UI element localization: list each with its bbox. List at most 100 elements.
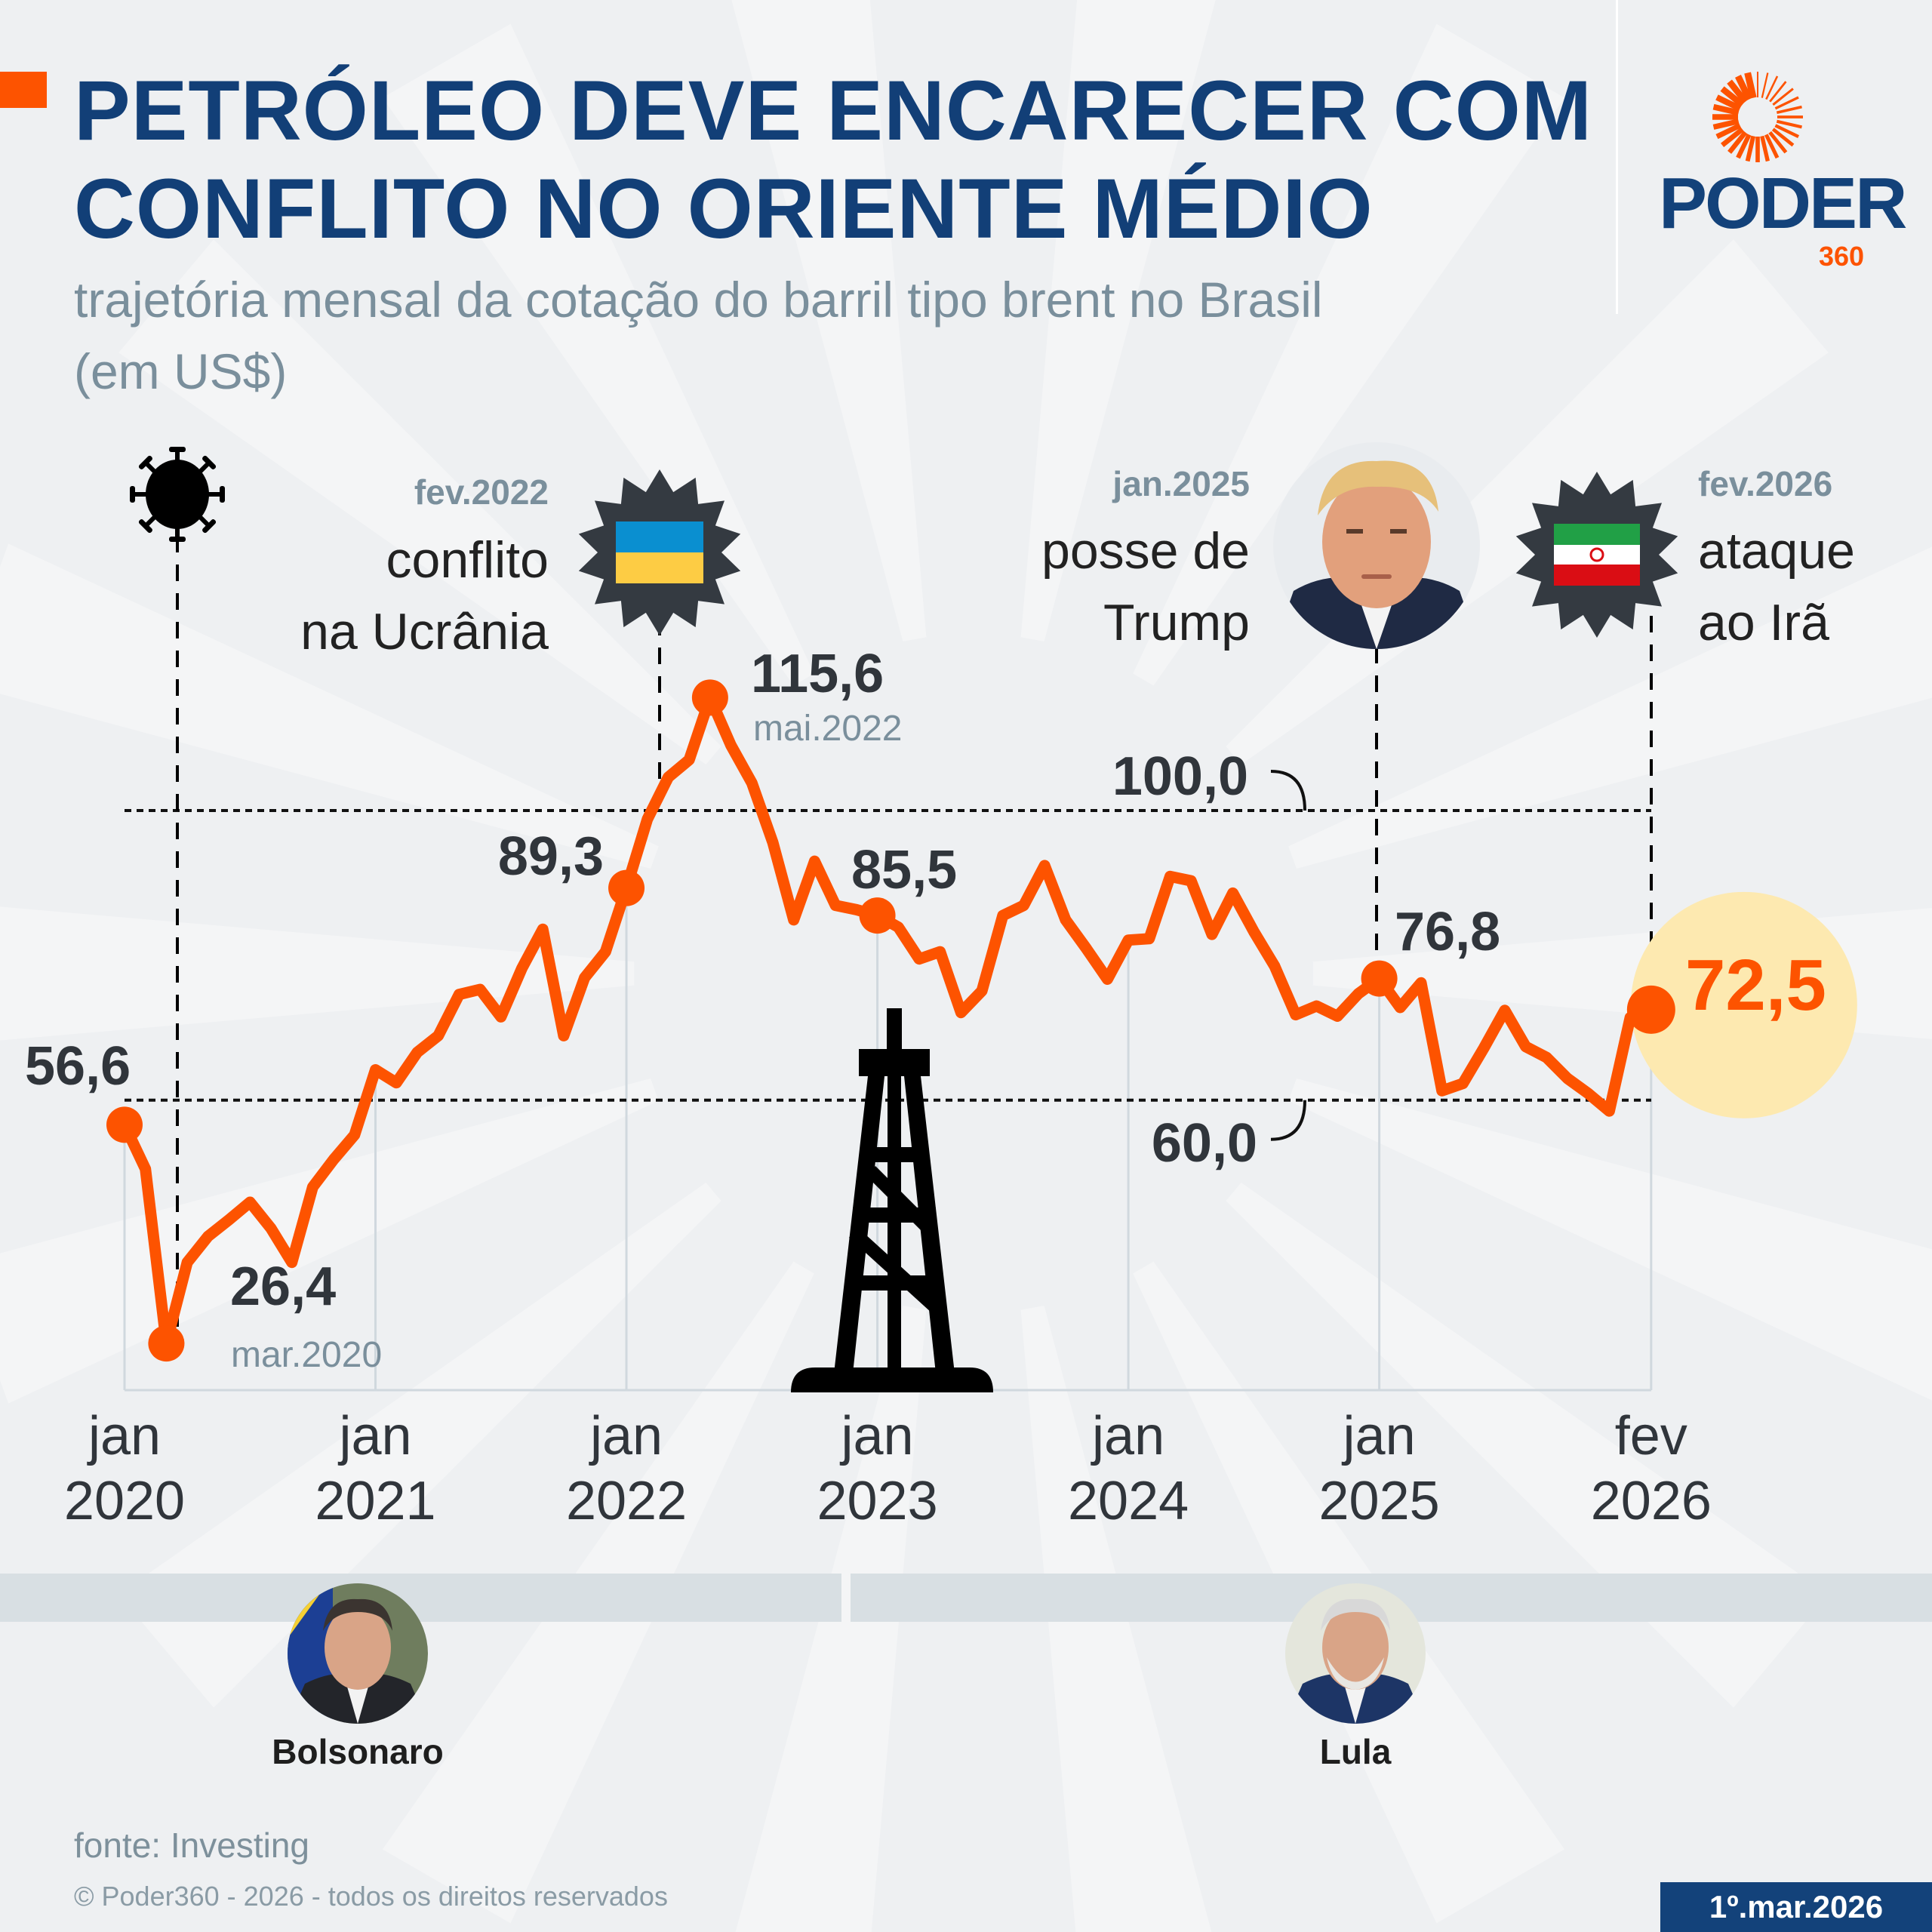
x-tick-label: jan 2021 — [278, 1404, 474, 1534]
sun-ray — [1771, 128, 1795, 147]
background-ray — [118, 239, 721, 764]
iran-event-text: ataque ao Irã — [1698, 515, 1855, 659]
lula-portrait-icon — [1285, 1583, 1426, 1724]
sun-ray — [1715, 123, 1742, 140]
reference-bracket — [1270, 1100, 1306, 1141]
derrick-mast — [887, 1008, 902, 1061]
tick-month: fev — [1614, 1406, 1687, 1466]
virus-spike — [169, 447, 186, 464]
iran-event-date: fev.2026 — [1698, 464, 1833, 503]
current-value-highlight — [1630, 891, 1857, 1118]
tick-month: jan — [1343, 1406, 1416, 1466]
sun-ray — [1776, 119, 1802, 129]
sun-ray — [1735, 75, 1752, 101]
data-point-2023-01 — [859, 897, 896, 934]
label-min-date: mar.2020 — [231, 1335, 383, 1375]
tick-month: jan — [339, 1406, 412, 1466]
data-point-2025-01 — [1361, 960, 1398, 997]
virus-spike — [197, 455, 217, 475]
background-ray — [1288, 1078, 1932, 1401]
label-jan2023: 85,5 — [851, 840, 958, 900]
background-ray — [731, 0, 927, 641]
spike-head — [169, 537, 186, 542]
spike-stem — [175, 449, 180, 464]
label-min: 26,4 — [230, 1257, 337, 1317]
ukraine-event-text: conflito na Ucrânia — [171, 525, 549, 668]
label-max: 115,6 — [751, 644, 884, 704]
copyright-note: © Poder360 - 2026 - todos os direitos re… — [74, 1881, 668, 1912]
sun-ray — [1721, 127, 1744, 148]
virus-spike — [197, 514, 217, 534]
iran-emblem-icon — [1589, 547, 1604, 562]
spike-head — [202, 455, 217, 469]
trump-event-text: posse de Trump — [872, 515, 1250, 659]
tick-year: 2023 — [817, 1471, 938, 1531]
label-jan2020: 56,6 — [25, 1036, 131, 1097]
spike-head — [138, 519, 152, 534]
label-jan2025: 76,8 — [1395, 902, 1501, 962]
tick-month: jan — [1092, 1406, 1165, 1466]
spike-head — [130, 486, 135, 503]
ref-label-100: 100,0 — [1112, 746, 1248, 807]
header-divider — [1616, 0, 1618, 314]
iran-event-line-2: ao Irã — [1698, 594, 1829, 651]
subtitle-line-1: trajetória mensal da cotação do barril t… — [74, 272, 1323, 328]
x-tick-label: fev 2026 — [1553, 1404, 1749, 1534]
spike-head — [169, 447, 186, 452]
flag-stripe-green — [1554, 524, 1640, 545]
tick-month: jan — [841, 1406, 914, 1466]
ukraine-event-line-2: na Ucrânia — [300, 603, 549, 660]
sun-ray — [1727, 131, 1748, 154]
background-ray — [1020, 0, 1216, 641]
tick-year: 2024 — [1067, 1471, 1189, 1531]
virus-spike — [169, 525, 186, 542]
sun-ray — [1774, 96, 1799, 110]
sun-ray — [1768, 131, 1788, 154]
label-jan2022: 89,3 — [497, 826, 604, 887]
iran-flag-badge-icon — [1515, 472, 1678, 638]
x-tick-label: jan 2020 — [26, 1404, 223, 1534]
tick-month: jan — [589, 1406, 663, 1466]
virus-icon — [130, 447, 225, 542]
flag-stripe-yellow — [616, 552, 703, 583]
sun-ray — [1769, 81, 1787, 103]
accent-mark — [0, 72, 47, 108]
derrick-center — [888, 1076, 901, 1374]
trump-portrait-icon — [1273, 442, 1480, 649]
sun-ray — [1774, 124, 1799, 138]
flag-stripe-blue — [616, 521, 703, 552]
sun-ray — [1760, 135, 1770, 162]
background-ray — [1133, 23, 1565, 686]
derrick-crown — [859, 1049, 930, 1076]
reference-bracket — [1270, 770, 1306, 811]
virus-spike — [208, 486, 225, 503]
logo-wordmark: PODER — [1659, 163, 1907, 244]
iran-event-line-1: ataque — [1698, 522, 1855, 580]
x-tick-label: jan 2023 — [780, 1404, 976, 1534]
title-line-1: PETRÓLEO DEVE ENCARECER COM — [74, 63, 1593, 158]
sun-ray — [1776, 105, 1802, 114]
oil-derrick-icon — [791, 1008, 993, 1392]
x-tick-label: jan 2024 — [1030, 1404, 1226, 1534]
sun-ray — [1720, 86, 1745, 108]
spike-head — [202, 519, 217, 534]
sun-ray — [1715, 94, 1742, 112]
president-name-bolsonaro: Bolsonaro — [272, 1732, 444, 1771]
data-point-2022-01 — [608, 869, 645, 906]
president-name-lula: Lula — [1319, 1732, 1392, 1771]
tick-year: 2021 — [315, 1471, 436, 1531]
tick-year: 2022 — [565, 1471, 688, 1531]
bolsonaro-portrait-icon — [288, 1583, 428, 1724]
source-note: fonte: Investing — [74, 1826, 309, 1865]
ukraine-event-line-1: conflito — [386, 531, 549, 589]
derrick-base — [791, 1367, 993, 1392]
data-point-2020-03 — [148, 1325, 185, 1362]
background-ray — [1288, 546, 1932, 869]
sun-ray — [1765, 75, 1779, 100]
sun-ray — [1727, 79, 1749, 104]
tick-year: 2020 — [63, 1471, 186, 1531]
data-point-2022-05 — [691, 679, 728, 716]
sun-ray — [1712, 118, 1740, 130]
bolsonaro-term-band — [0, 1574, 841, 1622]
